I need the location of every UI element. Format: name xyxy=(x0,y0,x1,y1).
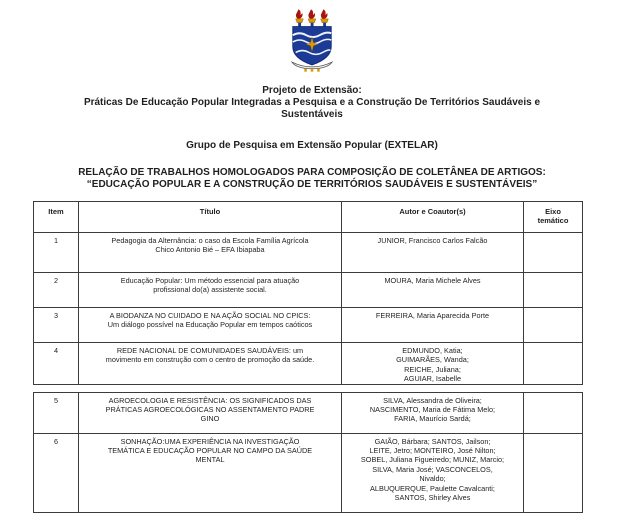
column-header-authors: Autor e Coautor(s) xyxy=(341,201,524,233)
eixo-cell xyxy=(523,432,583,513)
item-number: 4 xyxy=(33,342,79,385)
table-row: 6 SONHAÇÃO:UMA EXPERIÊNCIA NA INVESTIGAÇ… xyxy=(33,432,583,513)
table-row: 2 Educação Popular: Um método essencial … xyxy=(33,272,583,308)
work-title: A BIODANZA NO CUIDADO E NA AÇÃO SOCIAL N… xyxy=(78,307,342,343)
eixo-cell xyxy=(523,272,583,308)
column-header-eixo: Eixo temático xyxy=(523,201,583,233)
work-title: REDE NACIONAL DE COMUNIDADES SAUDÁVEIS: … xyxy=(78,342,342,385)
work-title: Educação Popular: Um método essencial pa… xyxy=(78,272,342,308)
work-authors: SILVA, Alessandra de Oliveira; NASCIMENT… xyxy=(341,391,524,434)
work-authors: GAIÃO, Bárbara; SANTOS, Jailson; LEITE, … xyxy=(341,432,524,513)
eixo-cell xyxy=(523,232,583,273)
work-authors: MOURA, Maria Michele Alves xyxy=(341,272,524,308)
table-row: 3 A BIODANZA NO CUIDADO E NA AÇÃO SOCIAL… xyxy=(33,307,583,343)
university-crest-icon xyxy=(288,8,336,72)
item-number: 1 xyxy=(33,232,79,273)
work-title: AGROECOLOGIA E RESISTÊNCIA: OS SIGNIFICA… xyxy=(78,391,342,434)
item-number: 5 xyxy=(33,391,79,434)
project-label: Projeto de Extensão: xyxy=(262,85,362,96)
eixo-cell xyxy=(523,391,583,434)
item-number: 3 xyxy=(33,307,79,343)
project-title: Práticas De Educação Popular Integradas … xyxy=(83,97,541,120)
work-title: SONHAÇÃO:UMA EXPERIÊNCIA NA INVESTIGAÇÃO… xyxy=(78,432,342,513)
work-authors: FERREIRA, Maria Aparecida Porte xyxy=(341,307,524,343)
homologated-works-tables: Item Título Autor e Coautor(s) Eixo temá… xyxy=(33,201,624,513)
eixo-cell xyxy=(523,342,583,385)
university-crest-svg xyxy=(290,9,334,72)
work-authors: JUNIOR, Francisco Carlos Falcão xyxy=(341,232,524,273)
item-number: 2 xyxy=(33,272,79,308)
column-header-item: Item xyxy=(33,201,79,233)
work-title: Pedagogia da Alternância: o caso da Esco… xyxy=(78,232,342,273)
table-row: 5 AGROECOLOGIA E RESISTÊNCIA: OS SIGNIFI… xyxy=(33,391,583,434)
item-number: 6 xyxy=(33,432,79,513)
works-table-part-1: Item Título Autor e Coautor(s) Eixo temá… xyxy=(33,201,583,385)
list-title: RELAÇÃO DE TRABALHOS HOMOLOGADOS PARA CO… xyxy=(78,167,546,190)
column-header-title: Título xyxy=(78,201,342,233)
table-row: 1 Pedagogia da Alternância: o caso da Es… xyxy=(33,232,583,273)
table-row: 4 REDE NACIONAL DE COMUNIDADES SAUDÁVEIS… xyxy=(33,342,583,385)
table-header-row: Item Título Autor e Coautor(s) Eixo temá… xyxy=(33,201,583,233)
work-authors: EDMUNDO, Katia; GUIMARÃES, Wanda; REICHE… xyxy=(341,342,524,385)
research-group-line: Grupo de Pesquisa em Extensão Popular (E… xyxy=(186,140,438,151)
eixo-cell xyxy=(523,307,583,343)
works-table-part-2: 5 AGROECOLOGIA E RESISTÊNCIA: OS SIGNIFI… xyxy=(33,391,583,513)
